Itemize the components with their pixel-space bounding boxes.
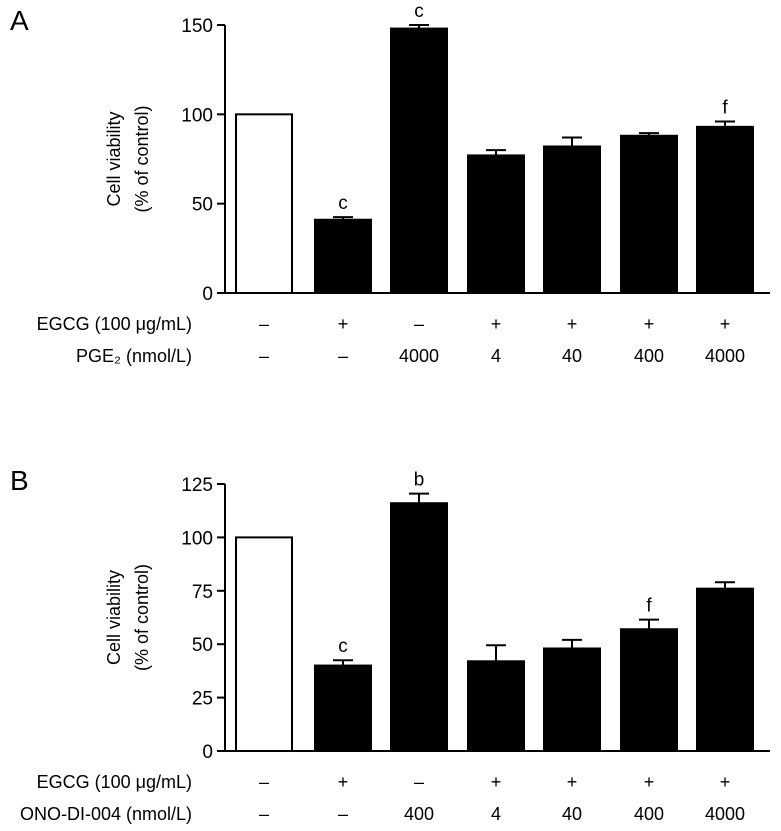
panel-label: A: [10, 5, 29, 36]
y-tick-label: 50: [192, 635, 213, 656]
y-axis-title: Cell viability: [104, 570, 124, 665]
condition-value: +: [491, 772, 502, 792]
y-tick-label: 0: [202, 284, 213, 305]
condition-value: –: [259, 346, 269, 366]
y-tick-label: 150: [181, 16, 213, 37]
bar: [696, 587, 754, 752]
condition-value: 400: [634, 346, 664, 366]
condition-value: 40: [562, 346, 582, 366]
y-tick-label: 100: [181, 528, 213, 549]
bar: [390, 502, 448, 752]
y-tick-label: 50: [192, 195, 213, 216]
condition-value: +: [644, 314, 655, 334]
condition-value: –: [414, 314, 424, 334]
y-tick-label: 100: [181, 105, 213, 126]
bar: [390, 27, 448, 294]
condition-value: –: [259, 314, 269, 334]
condition-value: 4000: [705, 804, 745, 824]
significance-label: f: [722, 97, 728, 118]
condition-value: 400: [634, 804, 664, 824]
y-tick-label: 125: [181, 475, 213, 496]
significance-label: c: [338, 193, 348, 214]
condition-value: +: [720, 314, 731, 334]
condition-value: +: [644, 772, 655, 792]
bar: [620, 134, 678, 294]
condition-value: 4: [491, 804, 501, 824]
bar: [235, 113, 293, 295]
condition-value: –: [259, 772, 269, 792]
condition-value: +: [567, 314, 578, 334]
bar: [314, 218, 372, 295]
y-axis-title: (% of control): [132, 105, 152, 212]
bar: [467, 154, 525, 294]
condition-value: +: [491, 314, 502, 334]
condition-value: +: [338, 772, 349, 792]
condition-value: –: [338, 346, 348, 366]
bar: [235, 536, 293, 753]
bar: [543, 647, 601, 752]
condition-row-label: PGE₂ (nmol/L): [76, 346, 192, 366]
condition-value: –: [338, 804, 348, 824]
condition-value: 40: [562, 804, 582, 824]
condition-value: +: [338, 314, 349, 334]
significance-label: f: [646, 596, 652, 617]
bar: [620, 628, 678, 752]
chart-panel-b: B Cell viability (% of control) 0 25 50 75 100 1…: [10, 465, 770, 824]
condition-value: 400: [404, 804, 434, 824]
bar: [543, 145, 601, 294]
chart-panel-a: A Cell viability (% of control) 0 50 100 150 c c…: [10, 1, 770, 366]
y-tick-label: 0: [202, 742, 213, 763]
condition-value: 4000: [705, 346, 745, 366]
y-axis-title: (% of control): [132, 564, 152, 671]
condition-value: –: [414, 772, 424, 792]
y-axis-title: Cell viability: [104, 111, 124, 206]
bar: [314, 664, 372, 752]
condition-value: +: [567, 772, 578, 792]
condition-value: –: [259, 804, 269, 824]
bar: [696, 125, 754, 294]
condition-row-label: EGCG (100 μg/mL): [37, 314, 192, 334]
y-tick-label: 75: [192, 582, 213, 603]
condition-row-label: ONO-DI-004 (nmol/L): [20, 804, 192, 824]
significance-label: b: [414, 470, 425, 491]
significance-label: c: [338, 636, 348, 657]
condition-row-label: EGCG (100 μg/mL): [37, 772, 192, 792]
panel-label: B: [10, 465, 29, 496]
condition-value: 4: [491, 346, 501, 366]
y-tick-label: 25: [192, 689, 213, 710]
significance-label: c: [414, 1, 424, 22]
condition-value: 4000: [399, 346, 439, 366]
condition-value: +: [720, 772, 731, 792]
bar: [467, 660, 525, 753]
